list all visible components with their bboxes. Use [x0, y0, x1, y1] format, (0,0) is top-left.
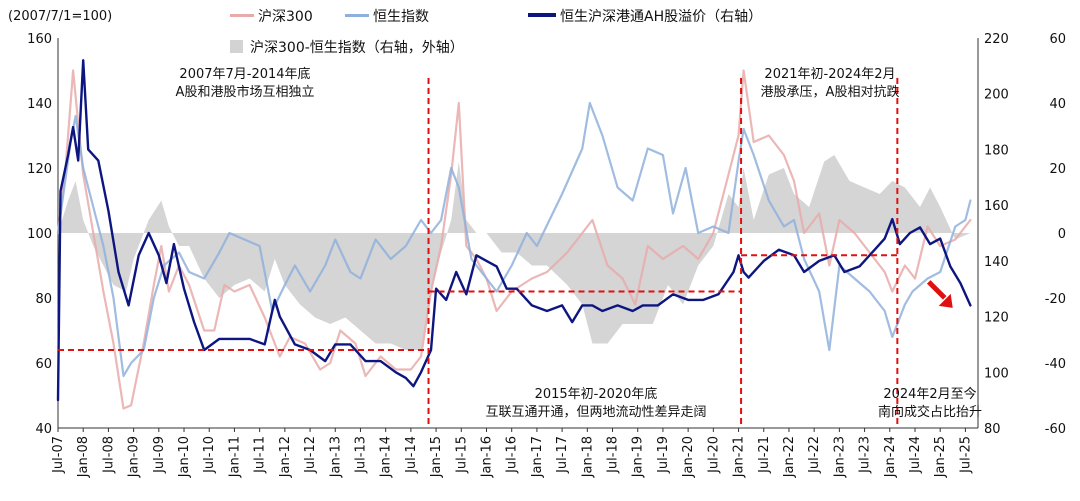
right-inner-tick-label: 80: [984, 422, 1001, 437]
right-outer-tick-label: 20: [1049, 162, 1066, 177]
x-tick-label: Jul-11: [253, 436, 268, 474]
ah-premium-line: [56, 59, 972, 402]
arrow-group: [926, 280, 953, 308]
x-tick-label: Jul-18: [606, 436, 621, 474]
hsi-line: [56, 101, 972, 378]
x-tick-label: Jul-22: [807, 436, 822, 474]
right-outer-tick-label: 0: [1058, 227, 1066, 242]
x-tick-label: Jan-08: [76, 436, 91, 478]
x-tick-label: Jul-16: [505, 436, 520, 474]
left-tick-label: 80: [35, 292, 52, 307]
legend: 沪深300 恒生指数 恒生沪深港通AH股溢价（右轴） 沪深300-恒生指数（右轴…: [230, 9, 762, 56]
x-tick-label: Jan-16: [479, 436, 494, 478]
series-lines-group: [56, 59, 972, 410]
legend-swatch-csi300: [230, 14, 254, 17]
left-tick-label: 40: [35, 422, 52, 437]
annotation-period3-line: 港股承压，A股相对抗跌: [761, 84, 900, 100]
x-tick-label: Jan-19: [631, 436, 646, 478]
x-tick-label: Jan-12: [278, 436, 293, 478]
x-tick-label: Jan-25: [933, 436, 948, 478]
x-tick-label: Jul-13: [353, 436, 368, 474]
left-tick-label: 100: [27, 227, 52, 242]
legend-swatch-spread: [230, 40, 243, 53]
x-tick-label: Jan-17: [530, 436, 545, 478]
right-inner-tick-label: 160: [984, 199, 1009, 214]
x-tick-label: Jan-24: [883, 436, 898, 478]
x-tick-label: Jul-12: [303, 436, 318, 474]
x-tick-label: Jan-22: [782, 436, 797, 478]
x-tick-label: Jul-15: [454, 436, 469, 474]
x-tick-label: Jan-09: [127, 436, 142, 478]
right-outer-tick-label: 40: [1049, 97, 1066, 112]
x-tick-label: Jul-19: [656, 436, 671, 474]
reference-lines-group: [58, 78, 899, 428]
x-tick-label: Jul-09: [152, 436, 167, 474]
right-inner-tick-label: 220: [984, 32, 1009, 47]
x-tick-label: Jan-20: [681, 436, 696, 478]
spread-area: [58, 155, 971, 350]
axes: 1601401201008060402202001801601401201008…: [27, 32, 1066, 478]
decline-arrow-shaft: [926, 280, 947, 300]
legend-label-ah-premium: 恒生沪深港通AH股溢价（右轴）: [560, 9, 762, 25]
left-tick-label: 160: [27, 32, 52, 47]
annotation-period2-line: 互联互通开通，但两地流动性差异走阔: [485, 405, 706, 420]
x-tick-label: Jul-10: [202, 436, 217, 474]
legend-label-hsi: 恒生指数: [373, 9, 429, 25]
annotation-period1-line: 2007年7月-2014年底: [179, 66, 310, 82]
spread-area-group: [58, 155, 971, 350]
annotation-period3-line: 2021年初-2024年2月: [764, 67, 895, 82]
x-tick-label: Jul-21: [757, 436, 772, 474]
x-tick-label: Jan-15: [429, 436, 444, 478]
x-tick-label: Jul-23: [858, 436, 873, 474]
x-tick-label: Jul-14: [404, 436, 419, 474]
right-inner-tick-label: 120: [984, 311, 1009, 326]
decline-arrow-head: [938, 293, 953, 308]
legend-swatch-hsi: [345, 14, 369, 17]
left-tick-label: 60: [35, 357, 52, 372]
right-inner-tick-label: 140: [984, 255, 1009, 270]
legend-label-csi300: 沪深300: [258, 9, 313, 25]
x-tick-label: Jan-23: [832, 436, 847, 478]
right-inner-tick-label: 180: [984, 143, 1009, 158]
right-inner-tick-label: 100: [984, 366, 1009, 381]
x-tick-label: Jan-14: [379, 436, 394, 478]
baseline-note: (2007/7/1=100): [8, 9, 112, 24]
legend-label-spread: 沪深300-恒生指数（右轴，外轴）: [250, 40, 464, 56]
annotations-group: 2007年7月-2014年底 A股和港股市场互相独立 2015年初-2020年底互联…: [176, 66, 982, 420]
annotation-period1-line: A股和港股市场互相独立: [176, 84, 315, 100]
x-tick-label: Jul-07: [51, 436, 66, 474]
x-tick-label: Jul-08: [101, 436, 116, 474]
annotation-period2-line: 2015年初-2020年底: [535, 386, 658, 402]
left-tick-label: 140: [27, 97, 52, 112]
left-tick-label: 120: [27, 162, 52, 177]
annotation-period4-line: 2024年2月至今: [883, 386, 976, 402]
right-outer-tick-label: 60: [1049, 32, 1066, 47]
annotation-period4-line: 南向成交占比抬升: [878, 404, 982, 420]
x-tick-label: Jul-20: [706, 436, 721, 474]
x-tick-label: Jan-13: [328, 436, 343, 478]
right-inner-tick-label: 200: [984, 88, 1009, 103]
x-tick-label: Jan-11: [227, 436, 242, 478]
x-tick-label: Jul-24: [908, 436, 923, 474]
x-tick-label: Jul-17: [555, 436, 570, 474]
legend-swatch-ah-premium: [528, 13, 556, 17]
right-outer-tick-label: -20: [1045, 292, 1066, 307]
x-tick-label: Jan-21: [732, 436, 747, 478]
right-outer-tick-label: -60: [1045, 422, 1066, 437]
right-outer-tick-label: -40: [1045, 357, 1066, 372]
x-tick-label: Jul-25: [958, 436, 973, 474]
x-tick-label: Jan-10: [177, 436, 192, 478]
x-tick-label: Jan-18: [580, 436, 595, 478]
